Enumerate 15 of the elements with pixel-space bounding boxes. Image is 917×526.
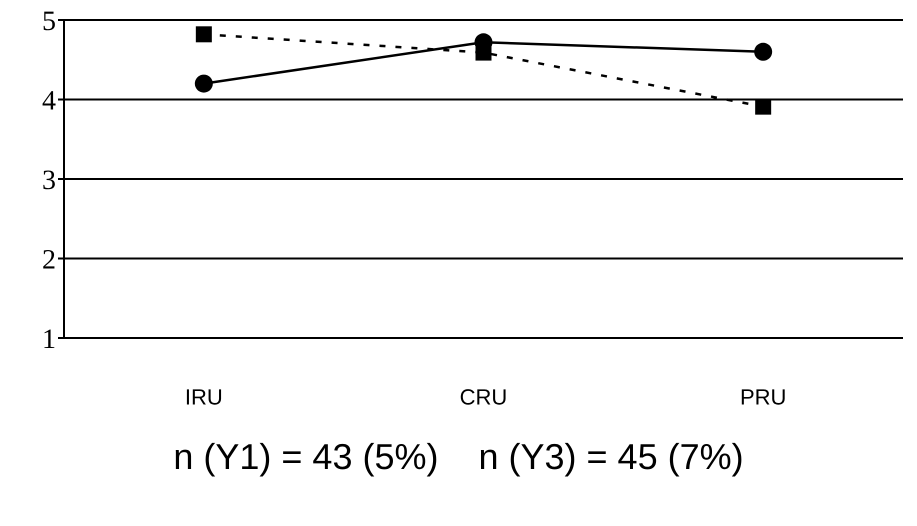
y-tick-label: 2 — [42, 244, 56, 276]
point — [755, 98, 772, 115]
y-tick-label: 1 — [42, 324, 56, 355]
x-tick-label: CRU — [460, 384, 508, 410]
x-tick-label: PRU — [740, 384, 786, 410]
x-tick-label: IRU — [184, 384, 223, 410]
y-tick-label: 5 — [42, 6, 56, 37]
text: n (Y3) = 45 (7%) — [478, 436, 744, 478]
y-tick-label: 3 — [42, 164, 56, 196]
text: n (Y1) = 43 (5%) — [173, 436, 438, 478]
point — [194, 74, 213, 93]
y-tick-label: 4 — [42, 85, 56, 116]
point — [476, 44, 492, 61]
point — [196, 26, 212, 42]
point — [754, 42, 772, 61]
